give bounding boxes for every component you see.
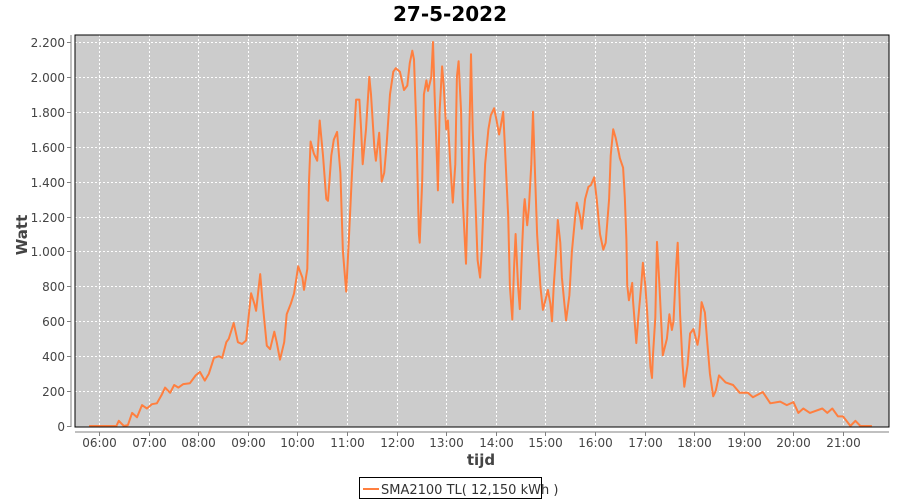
x-tick-label: 14:00 <box>479 436 514 450</box>
x-tick-label: 18:00 <box>677 436 712 450</box>
y-tick-label: 600 <box>42 315 65 329</box>
y-tick-label: 1.800 <box>31 106 65 120</box>
y-tick-label: 800 <box>42 280 65 294</box>
x-tick-label: 11:00 <box>330 436 365 450</box>
x-axis-ticks: 06:00 07:00 08:00 09:00 10:00 11:00 12:00 13:00… <box>82 432 861 450</box>
x-tick-label: 20:00 <box>776 436 811 450</box>
chart-title: 27-5-2022 <box>393 2 507 26</box>
y-tick-label: 400 <box>42 350 65 364</box>
x-tick-label: 08:00 <box>181 436 216 450</box>
y-tick-label: 2.200 <box>31 36 65 50</box>
y-tick-label: 2.000 <box>31 71 65 85</box>
x-tick-label: 06:00 <box>82 436 117 450</box>
legend-label: SMA2100 TL( 12,150 kWh ) <box>381 483 558 498</box>
x-tick-label: 13:00 <box>429 436 464 450</box>
y-tick-label: 1.200 <box>31 211 65 225</box>
x-tick-label: 09:00 <box>231 436 266 450</box>
x-tick-label: 12:00 <box>380 436 415 450</box>
y-axis-label: Watt <box>13 215 31 255</box>
y-tick-label: 0 <box>57 420 65 434</box>
y-tick-label: 1.400 <box>31 176 65 190</box>
x-tick-label: 17:00 <box>628 436 663 450</box>
x-tick-label: 07:00 <box>132 436 167 450</box>
x-tick-label: 21:00 <box>826 436 861 450</box>
y-tick-label: 1.600 <box>31 141 65 155</box>
legend: SMA2100 TL( 12,150 kWh ) <box>360 478 559 499</box>
x-tick-label: 10:00 <box>280 436 315 450</box>
y-axis-ticks: 0 200 400 600 800 1.000 1.200 1.400 1.600 1.800 2.… <box>31 36 71 434</box>
x-tick-label: 15:00 <box>528 436 563 450</box>
y-tick-label: 1.000 <box>31 245 65 259</box>
x-tick-label: 19:00 <box>727 436 762 450</box>
x-tick-label: 16:00 <box>578 436 613 450</box>
y-tick-label: 200 <box>42 385 65 399</box>
x-axis-label: tijd <box>467 451 495 469</box>
